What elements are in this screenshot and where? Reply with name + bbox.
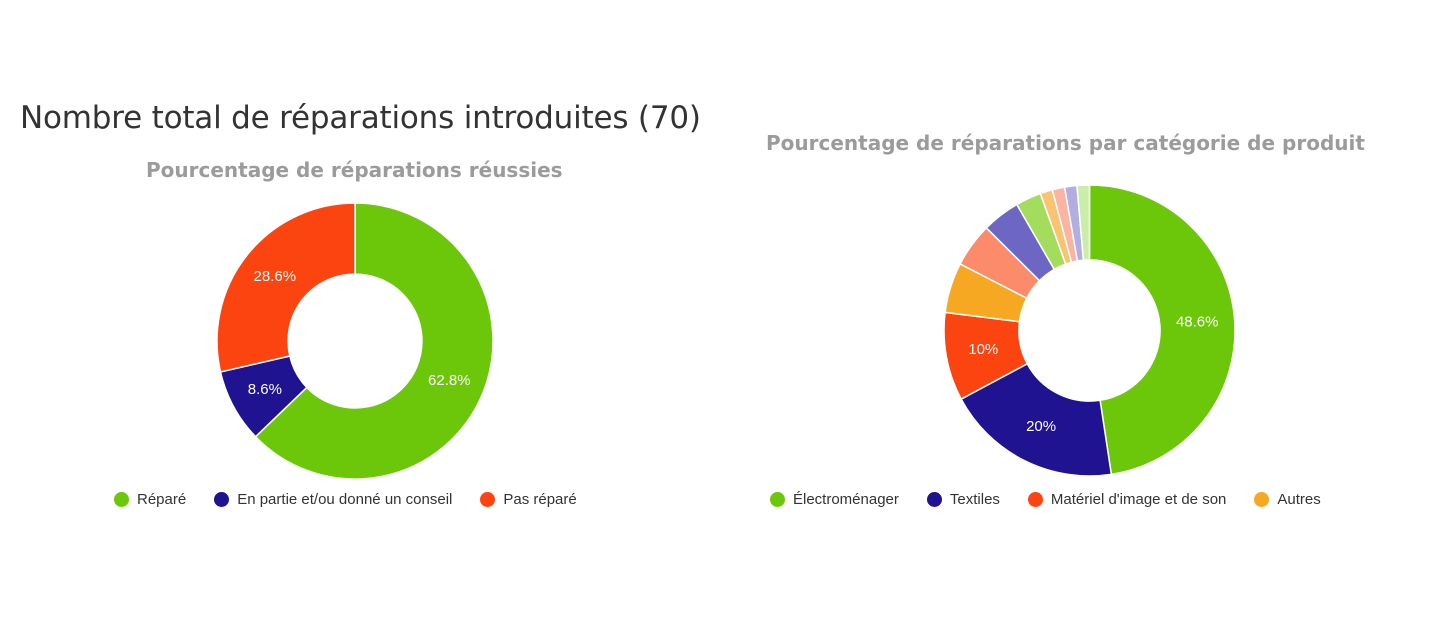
chart-title-category: Pourcentage de réparations par catégorie…	[766, 131, 1365, 155]
slice-repare[interactable]	[254, 202, 494, 480]
legend-swatch-icon	[214, 492, 230, 507]
legend-success: Réparé En partie et/ou donné un conseil Pa…	[114, 491, 577, 508]
legend-label: Réparé	[137, 491, 187, 508]
slice-label-pas-repare: 28.6%	[254, 268, 297, 285]
legend-label: Autres	[1277, 491, 1321, 508]
legend-label: Pas réparé	[503, 491, 577, 508]
legend-swatch-icon	[480, 492, 496, 507]
donut-chart-category: 48.6% 20% 10%	[943, 184, 1236, 477]
legend-item-pas-repare[interactable]: Pas réparé	[480, 491, 577, 508]
donut-chart-success: 62.8% 8.6% 28.6%	[216, 202, 494, 480]
legend-swatch-icon	[114, 492, 129, 507]
slice-label-en-partie-et-ou-donne-un-conseil: 8.6%	[248, 381, 282, 398]
legend-label: Textiles	[949, 491, 1000, 508]
legend-swatch-icon	[1027, 492, 1043, 507]
legend-item-textiles[interactable]: Textiles	[926, 491, 1000, 508]
slice-textiles[interactable]	[960, 362, 1113, 477]
slice-label-textiles: 20%	[1026, 418, 1056, 435]
legend-item-electromenager[interactable]: Électroménager	[770, 491, 899, 508]
slice-label-electromenager: 48.6%	[1176, 313, 1219, 330]
legend-swatch-icon	[1254, 492, 1270, 507]
slice-pas-repare[interactable]	[216, 202, 356, 373]
slice-label-repare: 62.8%	[428, 372, 471, 389]
legend-swatch-icon	[770, 492, 785, 507]
slice-label-materiel-d-image-et-de-son: 10%	[968, 341, 998, 358]
legend-category: Électroménager Textiles Matériel d'image e…	[770, 491, 1321, 508]
page-heading: Nombre total de réparations introduites …	[20, 100, 701, 136]
legend-label: Électroménager	[793, 491, 899, 508]
slice-other-10[interactable]	[1076, 184, 1091, 262]
chart-title-success: Pourcentage de réparations réussies	[146, 158, 563, 182]
legend-item-en-partie-et-ou-donne-un-conseil[interactable]: En partie et/ou donné un conseil	[214, 491, 452, 508]
legend-item-materiel-d-image-et-de-son[interactable]: Matériel d'image et de son	[1027, 491, 1227, 508]
legend-label: Matériel d'image et de son	[1050, 491, 1227, 508]
slice-electromenager[interactable]	[1088, 184, 1236, 476]
legend-item-repare[interactable]: Réparé	[114, 491, 186, 508]
legend-label: En partie et/ou donné un conseil	[237, 491, 453, 508]
legend-item-autres[interactable]: Autres	[1254, 491, 1321, 508]
legend-swatch-icon	[926, 492, 942, 507]
